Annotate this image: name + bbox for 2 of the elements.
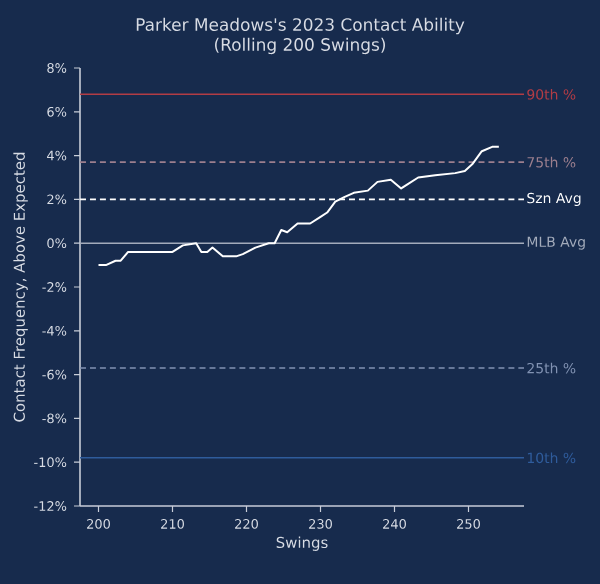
chart-subtitle: (Rolling 200 Swings) — [215, 37, 386, 55]
chart-title: Parker Meadows's 2023 Contact Ability — [136, 17, 465, 35]
